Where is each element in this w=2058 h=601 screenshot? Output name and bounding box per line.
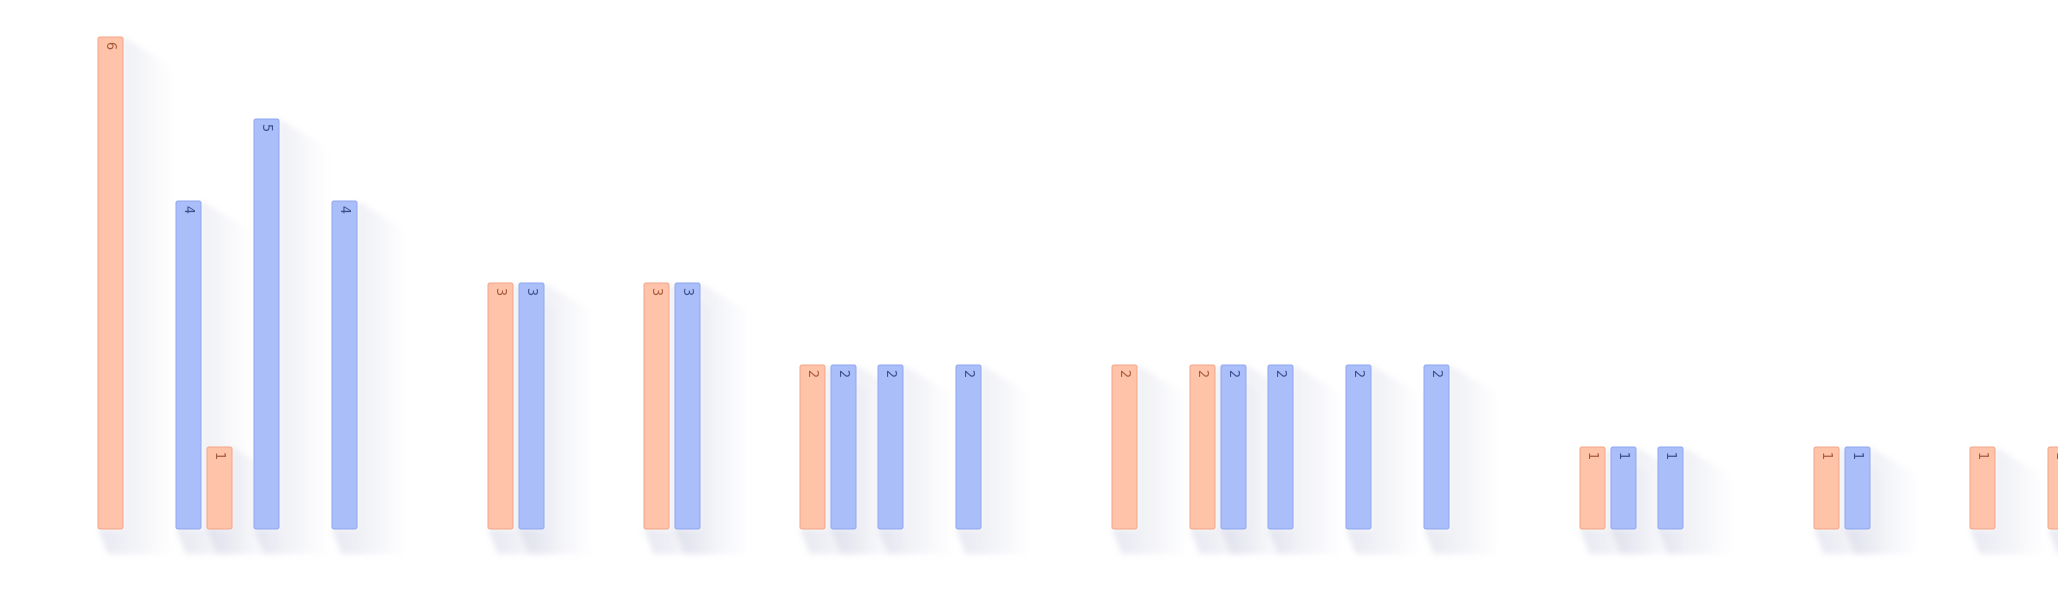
bar-value-label: 3 bbox=[680, 288, 695, 296]
bar-value-label: 1 bbox=[1850, 452, 1865, 460]
bar bbox=[175, 200, 202, 530]
bar bbox=[643, 282, 670, 530]
bar-value-label: 2 bbox=[805, 370, 820, 378]
bar bbox=[97, 36, 124, 530]
bar-value-label: 1 bbox=[1819, 452, 1834, 460]
bar bbox=[1813, 446, 1840, 530]
bar-shadow bbox=[2048, 529, 2058, 554]
bar-value-label: 2 bbox=[883, 370, 898, 378]
bar bbox=[1579, 446, 1606, 530]
bar-value-label: 3 bbox=[524, 288, 539, 296]
bar-shadow bbox=[675, 283, 750, 554]
bar-value-label: 1 bbox=[1663, 452, 1678, 460]
bar-labels: 6 4 1 5 4 3 3 3 3 2 2 2 2 2 2 2 2 2 2 1 1 1 1 1 1 1 bbox=[103, 42, 2058, 460]
bar bbox=[1844, 446, 1871, 530]
bar bbox=[830, 364, 857, 530]
bar bbox=[799, 364, 826, 530]
bar-value-label: 3 bbox=[649, 288, 664, 296]
bar-shadow bbox=[956, 365, 1031, 554]
bar-value-label: 4 bbox=[337, 206, 352, 214]
bar-value-label: 2 bbox=[1429, 370, 1444, 378]
bar bbox=[487, 282, 514, 530]
bar bbox=[2047, 446, 2058, 530]
bar bbox=[1267, 364, 1294, 530]
bar-value-label: 1 bbox=[212, 452, 227, 460]
bar-value-label: 1 bbox=[2053, 452, 2058, 460]
bar bbox=[1610, 446, 1637, 530]
bar-shadow bbox=[1268, 365, 1343, 554]
bar-shadow bbox=[98, 37, 173, 554]
bar-shadow bbox=[1112, 365, 1187, 554]
bar-value-label: 2 bbox=[1195, 370, 1210, 378]
bar bbox=[331, 200, 358, 530]
bar-value-label: 2 bbox=[1273, 370, 1288, 378]
bar-shadow bbox=[1970, 447, 2045, 554]
bar bbox=[674, 282, 701, 530]
bar bbox=[1345, 364, 1372, 530]
bar-value-label: 1 bbox=[1616, 452, 1631, 460]
bar bbox=[1111, 364, 1138, 530]
bar-shadow bbox=[519, 283, 594, 554]
bar-value-label: 2 bbox=[1117, 370, 1132, 378]
bar-value-label: 2 bbox=[836, 370, 851, 378]
bar bbox=[518, 282, 545, 530]
bar bbox=[253, 118, 280, 530]
bar-value-label: 1 bbox=[1585, 452, 1600, 460]
bar bbox=[1423, 364, 1450, 530]
bar-value-label: 6 bbox=[103, 42, 118, 50]
bar-shadow bbox=[878, 365, 953, 554]
bar bbox=[1189, 364, 1216, 530]
bars bbox=[97, 36, 2058, 530]
bar-value-label: 2 bbox=[1351, 370, 1366, 378]
bar-shadows bbox=[98, 37, 2058, 554]
bar bbox=[206, 446, 233, 530]
bar-value-label: 4 bbox=[181, 206, 196, 214]
bar bbox=[877, 364, 904, 530]
bar-shadow bbox=[1845, 447, 1920, 554]
bar-shadow bbox=[332, 201, 407, 554]
bar-shadow bbox=[254, 119, 329, 554]
bar-value-label: 5 bbox=[259, 124, 274, 132]
bar-shadow bbox=[1658, 447, 1733, 554]
bar bbox=[1220, 364, 1247, 530]
bar bbox=[1969, 446, 1996, 530]
bar-value-label: 2 bbox=[1226, 370, 1241, 378]
bar-shadow bbox=[1346, 365, 1421, 554]
bar-value-label: 2 bbox=[961, 370, 976, 378]
bar-shadow bbox=[1424, 365, 1499, 554]
bar bbox=[955, 364, 982, 530]
bar-value-label: 1 bbox=[1975, 452, 1990, 460]
bar bbox=[1657, 446, 1684, 530]
bar-value-label: 3 bbox=[493, 288, 508, 296]
